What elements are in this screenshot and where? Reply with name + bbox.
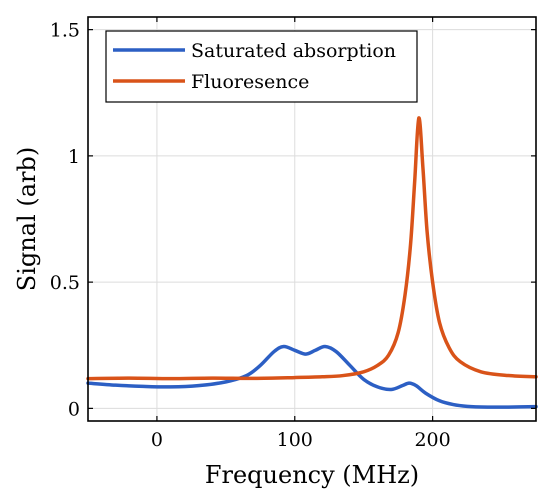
legend: Saturated absorption Fluoresence xyxy=(105,30,418,103)
legend-box xyxy=(105,30,418,103)
legend-label-fluoresence: Fluoresence xyxy=(191,71,309,93)
series-line-fluoresence xyxy=(86,116,538,381)
x-axis-label: Frequency (MHz) xyxy=(205,461,419,489)
x-tick-label: 200 xyxy=(414,429,450,451)
x-tick-label: 0 xyxy=(151,429,163,451)
x-tick-label: 100 xyxy=(277,429,313,451)
axis-ticks: 0 100 200 0 0.5 1 1.5 xyxy=(50,17,536,451)
plot-frame xyxy=(87,16,537,422)
y-tick-label: 1.5 xyxy=(50,20,80,42)
y-tick-label: 0.5 xyxy=(50,272,80,294)
legend-label-saturated-absorption: Saturated absorption xyxy=(191,40,396,62)
y-tick-label: 1 xyxy=(68,146,80,168)
y-tick-label: 0 xyxy=(68,398,80,420)
series-line-saturated-absorption xyxy=(86,344,538,409)
series-layer xyxy=(86,116,538,409)
y-axis-label: Signal (arb) xyxy=(13,147,41,291)
